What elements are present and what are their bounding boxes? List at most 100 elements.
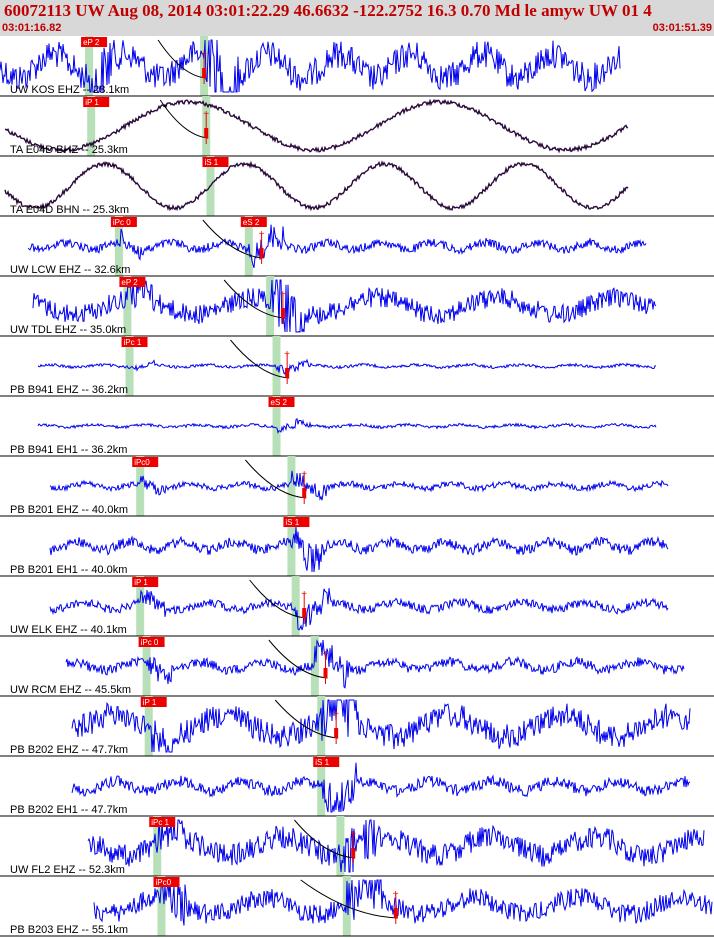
pick-label: iS 1: [315, 758, 329, 767]
waveform-trace: [93, 879, 713, 926]
pick-window: [114, 216, 123, 276]
pick-label: iS 1: [204, 158, 218, 167]
amplitude-marker-box: [280, 308, 285, 318]
moveout-curve: [230, 339, 290, 379]
pick-window: [123, 276, 132, 336]
channel-label: UW RCM EHZ -- 45.5km: [10, 684, 131, 696]
waveform-trace: [71, 762, 691, 813]
amplitude-marker-plus: +: [203, 109, 209, 120]
waveform-trace: [87, 819, 705, 873]
waveform-trace: [49, 526, 669, 573]
waveform-trace: [27, 224, 647, 268]
channel-label: PB B941 EHZ -- 36.2km: [10, 384, 128, 396]
moveout-curve: [300, 879, 398, 919]
plot-header: 60072113 UW Aug 08, 2014 03:01:22.29 46.…: [0, 0, 714, 36]
moveout-curve: [294, 819, 356, 859]
pick-window: [136, 456, 145, 516]
moveout-curve: [274, 699, 339, 739]
amplitude-marker-box: [351, 848, 356, 858]
channel-label: PB B201 EH1 -- 40.0km: [10, 564, 127, 576]
channel-label: PB B941 EH1 -- 36.2km: [10, 444, 127, 456]
channel-label: UW FL2 EHZ -- 52.3km: [10, 864, 125, 876]
amplitude-marker-box: [323, 668, 328, 678]
pick-label-box: [110, 217, 137, 227]
pick-label: iP 1: [85, 98, 99, 107]
pick-window: [287, 456, 296, 516]
pick-window: [125, 336, 134, 396]
pick-label-box: [268, 397, 295, 407]
pick-label: iPc 0: [113, 218, 131, 227]
waveform-trace: [37, 358, 656, 375]
channel-label: PB B202 EH1 -- 47.7km: [10, 804, 127, 816]
amplitude-marker-plus: +: [301, 469, 307, 480]
moveout-curve: [268, 639, 328, 679]
pick-label-box: [202, 157, 229, 167]
waveform-trace: [65, 639, 685, 689]
amplitude-marker-plus: +: [201, 49, 207, 60]
pick-label-box: [313, 757, 340, 767]
waveform-trace: [71, 699, 691, 753]
channel-label: TA E04D BHZ -- 25.3km: [10, 144, 128, 156]
pick-window: [157, 876, 166, 936]
channel-label: UW LCW EHZ -- 32.6km: [10, 264, 130, 276]
pick-label: eS 2: [243, 218, 260, 227]
pick-label: iPc 1: [124, 338, 142, 347]
pick-label-box: [138, 637, 165, 647]
pick-window: [272, 396, 281, 456]
channel-label: UW KOS EHZ -- 23.1km: [10, 84, 129, 96]
pick-label-box: [119, 277, 146, 287]
amplitude-marker-plus: +: [333, 709, 339, 720]
pick-label: eP 2: [83, 38, 100, 47]
pick-label: iP 1: [134, 578, 148, 587]
waveform-trace: [49, 470, 669, 501]
pick-label-box: [132, 577, 159, 587]
amplitude-marker-plus: +: [259, 229, 265, 240]
amplitude-marker-plus: +: [280, 289, 286, 300]
amplitude-marker-plus: +: [301, 589, 307, 600]
pick-label-box: [121, 337, 148, 347]
amplitude-marker-box: [302, 488, 307, 498]
waveform-trace: [4, 160, 629, 212]
pick-label-box: [153, 877, 180, 887]
end-time-label: 03:01:51.39: [652, 22, 712, 34]
pick-label: iPc 1: [151, 818, 169, 827]
pick-window: [336, 816, 345, 876]
pick-label-box: [83, 97, 110, 107]
pick-window: [272, 336, 281, 396]
amplitude-marker-plus: +: [350, 829, 356, 840]
pick-window: [291, 576, 300, 636]
pick-window: [85, 36, 94, 96]
pick-label-box: [149, 817, 176, 827]
waveform-trace: [4, 98, 629, 154]
event-title: 60072113 UW Aug 08, 2014 03:01:22.29 46.…: [4, 1, 652, 20]
channel-label: UW TDL EHZ -- 35.0km: [10, 324, 126, 336]
amplitude-marker-plus: +: [284, 349, 290, 360]
amplitude-marker-box: [302, 608, 307, 618]
moveout-curve: [159, 99, 209, 139]
waveform-trace: [37, 417, 657, 435]
pick-window: [136, 576, 145, 636]
amplitude-marker-box: [285, 368, 290, 378]
pick-label-box: [132, 457, 159, 467]
moveout-curve: [157, 39, 207, 79]
channel-label: TA E04D BHN -- 25.3km: [10, 204, 129, 216]
pick-label: iP 1: [143, 698, 157, 707]
pick-label: iPc0: [155, 878, 171, 887]
pick-label: iPc0: [134, 458, 150, 467]
pick-label: eP 2: [121, 278, 138, 287]
waveform-trace: [0, 39, 621, 93]
channel-label: PB B201 EHZ -- 40.0km: [10, 504, 128, 516]
amplitude-marker-box: [202, 68, 207, 78]
waveform-trace: [49, 588, 669, 631]
pick-label: iPc 0: [141, 638, 159, 647]
channel-label: PB B202 EHZ -- 47.7km: [10, 744, 128, 756]
amplitude-marker-box: [259, 248, 264, 258]
pick-window: [310, 636, 319, 696]
amplitude-marker-box: [204, 128, 209, 138]
pick-label: iS 1: [285, 518, 299, 527]
pick-label-box: [240, 217, 267, 227]
pick-label-box: [140, 697, 167, 707]
channel-label: PB B203 EHZ -- 55.1km: [10, 924, 128, 936]
pick-label: eS 2: [271, 398, 288, 407]
amplitude-marker-box: [393, 908, 398, 918]
